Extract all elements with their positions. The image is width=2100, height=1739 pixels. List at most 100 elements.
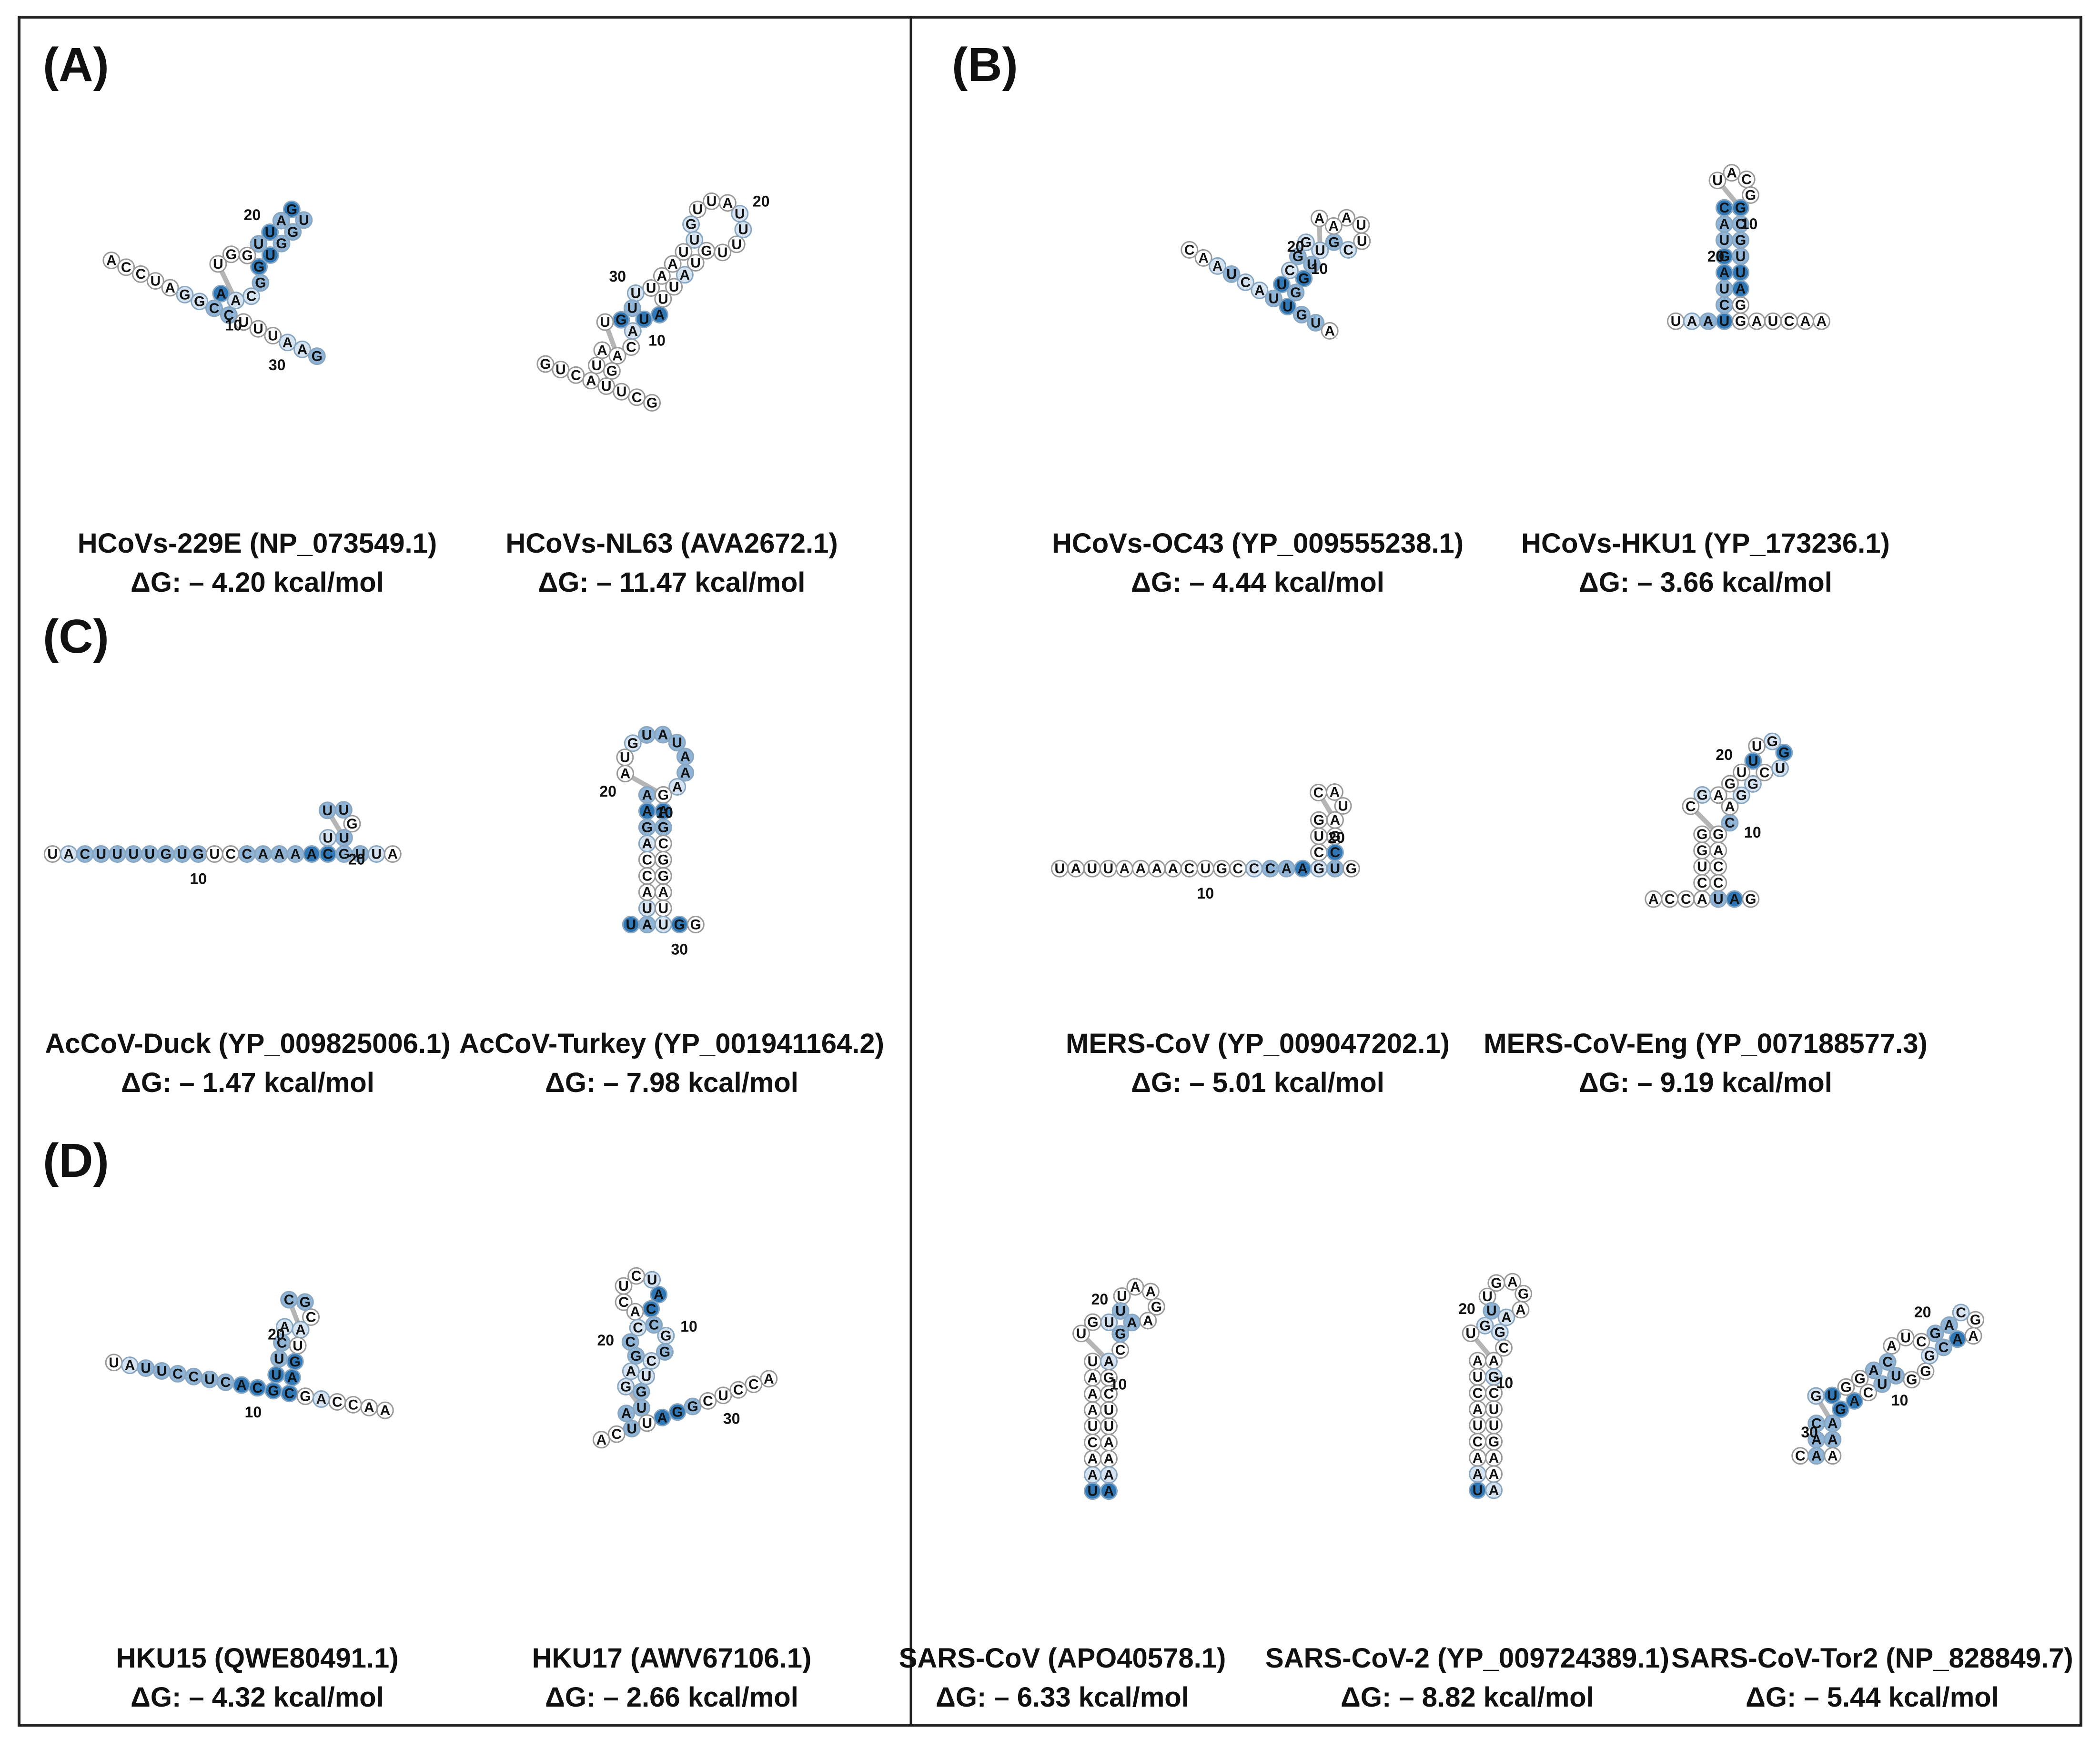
svg-text:A: A xyxy=(642,885,652,900)
nucleotide: G xyxy=(1763,732,1781,750)
nucleotide: U xyxy=(1100,1417,1118,1436)
svg-text:U: U xyxy=(213,256,223,272)
nucleotide: G xyxy=(1693,841,1711,859)
svg-text:G: G xyxy=(627,736,638,751)
svg-text:C: C xyxy=(1473,1385,1483,1401)
nucleotide: A xyxy=(653,1408,671,1426)
svg-text:G: G xyxy=(636,1384,646,1400)
nucleotide: G xyxy=(1287,283,1305,302)
nucleotide: A xyxy=(1715,215,1733,233)
nucleotide: C xyxy=(1469,1433,1487,1451)
svg-text:A: A xyxy=(1687,313,1697,329)
svg-text:G: G xyxy=(690,917,701,933)
nucleotide: U xyxy=(1731,247,1749,265)
svg-text:U: U xyxy=(692,202,703,218)
nucleotide: G xyxy=(176,285,194,303)
caption-hcov-229e: HCoVs-229E (NP_073549.1) ΔG: – 4.20 kcal/… xyxy=(78,528,437,598)
nucleotide: G xyxy=(1212,859,1231,878)
nucleotide: A xyxy=(1139,1312,1157,1330)
nucleotide: A xyxy=(1469,1400,1487,1418)
svg-text:C: C xyxy=(189,1369,199,1385)
nucleotide: C xyxy=(302,1308,320,1326)
svg-text:U: U xyxy=(601,379,612,394)
svg-text:A: A xyxy=(642,788,652,803)
nucleotide: C xyxy=(1709,874,1727,892)
svg-text:U: U xyxy=(626,917,636,933)
structure-name: HCoVs-NL63 (AVA2672.1) xyxy=(505,528,838,559)
svg-text:A: A xyxy=(1104,1467,1114,1483)
caption-hcov-oc43: HCoVs-OC43 (YP_009555238.1) ΔG: – 4.44 kc… xyxy=(1052,528,1464,598)
svg-text:U: U xyxy=(627,301,637,316)
position-label: 20 xyxy=(1091,1291,1109,1308)
free-energy: ΔG: – 5.44 kcal/mol xyxy=(1746,1682,1999,1713)
svg-text:U: U xyxy=(1269,291,1279,306)
nucleotide: G xyxy=(1693,825,1711,843)
nucleotide: U xyxy=(124,845,142,863)
nucleotide: A xyxy=(1084,1385,1102,1403)
nucleotide: U xyxy=(141,845,159,863)
svg-text:A: A xyxy=(1968,1328,1979,1344)
svg-text:A: A xyxy=(642,917,652,933)
svg-text:C: C xyxy=(633,1320,643,1336)
svg-text:U: U xyxy=(141,1361,151,1376)
nucleotide: G xyxy=(1514,1284,1533,1303)
svg-text:G: G xyxy=(1745,187,1756,203)
nucleotide: U xyxy=(367,845,385,863)
svg-text:A: A xyxy=(1849,1393,1860,1409)
svg-text:G: G xyxy=(253,259,264,275)
nucleotide: G xyxy=(684,1397,702,1415)
svg-text:U: U xyxy=(1330,861,1341,877)
nucleotide: U xyxy=(1303,255,1321,273)
svg-text:U: U xyxy=(1775,761,1786,777)
svg-text:U: U xyxy=(592,358,602,374)
rna-structure-sars-cov-tor2: CAACUGACUUGGGCAAGCAGCUACAGGUGAAA102030 xyxy=(1791,1304,1985,1465)
svg-text:A: A xyxy=(1811,1432,1822,1448)
nucleotide: A xyxy=(650,1285,668,1304)
svg-text:G: G xyxy=(1488,1369,1499,1385)
svg-text:A: A xyxy=(1726,165,1737,181)
svg-text:U: U xyxy=(1900,1330,1911,1346)
svg-text:C: C xyxy=(658,836,668,852)
svg-text:A: A xyxy=(1120,861,1130,877)
nucleotide: A xyxy=(1194,249,1212,267)
svg-text:U: U xyxy=(735,206,745,222)
svg-text:A: A xyxy=(657,268,667,284)
nucleotide: U xyxy=(734,221,752,239)
svg-text:U: U xyxy=(1282,299,1293,314)
nucleotide: U xyxy=(637,1367,656,1385)
svg-text:A: A xyxy=(297,342,308,357)
nucleotide: G xyxy=(1491,1323,1509,1341)
svg-text:C: C xyxy=(80,846,90,862)
nucleotide: C xyxy=(1661,890,1679,908)
svg-text:G: G xyxy=(659,1344,670,1360)
nucleotide: C xyxy=(1310,843,1328,861)
svg-text:G: G xyxy=(287,224,298,240)
nucleotide: C xyxy=(1912,1333,1930,1351)
nucleotide: A xyxy=(608,347,626,365)
svg-text:U: U xyxy=(109,1355,119,1371)
nucleotide: G xyxy=(697,242,716,260)
position-label: 20 xyxy=(1458,1300,1475,1317)
position-label: 20 xyxy=(348,850,365,868)
nucleotide: U xyxy=(638,1414,656,1432)
nucleotide: A xyxy=(1164,859,1182,878)
svg-text:A: A xyxy=(642,804,652,819)
svg-text:A: A xyxy=(672,779,683,795)
structure-name: SARS-CoV-Tor2 (NP_828849.7) xyxy=(1671,1643,2073,1674)
svg-text:A: A xyxy=(630,1304,640,1320)
svg-text:U: U xyxy=(144,846,155,862)
nucleotide: C xyxy=(654,835,672,853)
nucleotide: C xyxy=(238,845,256,863)
nucleotide: A xyxy=(60,845,78,863)
svg-text:G: G xyxy=(1747,776,1758,792)
svg-text:U: U xyxy=(1104,1403,1114,1418)
svg-text:G: G xyxy=(1697,788,1708,803)
free-energy: ΔG: – 4.20 kcal/mol xyxy=(131,567,384,598)
nucleotide: G xyxy=(264,1382,283,1400)
svg-text:A: A xyxy=(1088,1451,1098,1467)
svg-text:A: A xyxy=(1282,861,1292,877)
svg-text:U: U xyxy=(1827,1388,1838,1404)
nucleotide: G xyxy=(1903,1371,1921,1389)
svg-text:C: C xyxy=(306,1310,316,1325)
nucleotide: G xyxy=(1831,1400,1849,1418)
